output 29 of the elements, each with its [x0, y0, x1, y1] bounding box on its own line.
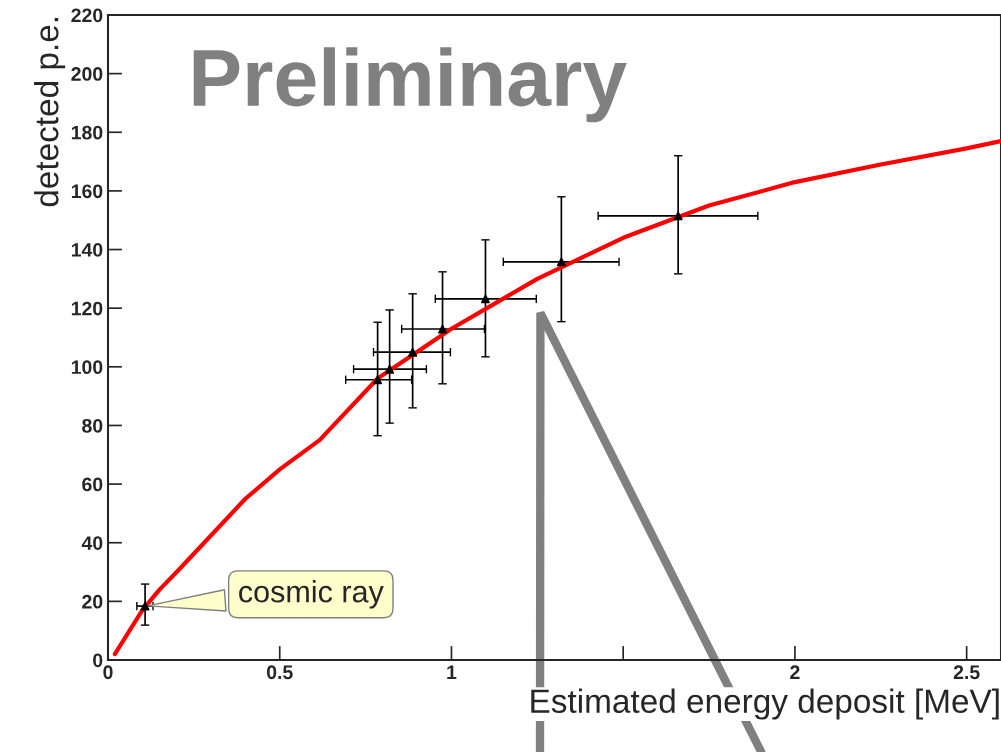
y-tick-label: 100	[71, 360, 103, 375]
line-series	[112, 138, 1001, 657]
x-tick-label: 2.5	[953, 665, 980, 680]
y-tick-label: 140	[71, 243, 103, 257]
y-tick-label: 120	[71, 301, 103, 316]
x-tick-label: 2	[790, 665, 800, 679]
point	[480, 294, 490, 304]
y-tick-label: 180	[71, 125, 103, 140]
point	[385, 364, 395, 374]
x-tick-label: 0	[103, 665, 113, 680]
x-tick-label: 0.5	[266, 665, 293, 680]
y-tick-label: 200	[71, 67, 103, 81]
annotation: Preliminary	[193, 47, 627, 123]
y-tick-label: 0	[93, 653, 103, 668]
y-axis-title: detected p.e.	[34, 18, 66, 207]
y-tick-label: 160	[71, 184, 103, 199]
point	[556, 257, 566, 267]
annotation: cosmic ray	[239, 580, 384, 609]
y-tick-label: 40	[81, 536, 103, 550]
point	[140, 601, 150, 611]
y-tick-label: 60	[82, 477, 103, 492]
point	[373, 375, 383, 385]
point	[673, 211, 683, 221]
point	[408, 347, 418, 357]
y-tick-label: 220	[71, 8, 103, 23]
x-tick-label: 1	[447, 665, 457, 679]
y-tick-label: 20	[82, 594, 103, 609]
y-tick-label: 80	[82, 418, 103, 433]
x-axis-title: Estimated energy deposit [MeV]	[531, 688, 999, 720]
